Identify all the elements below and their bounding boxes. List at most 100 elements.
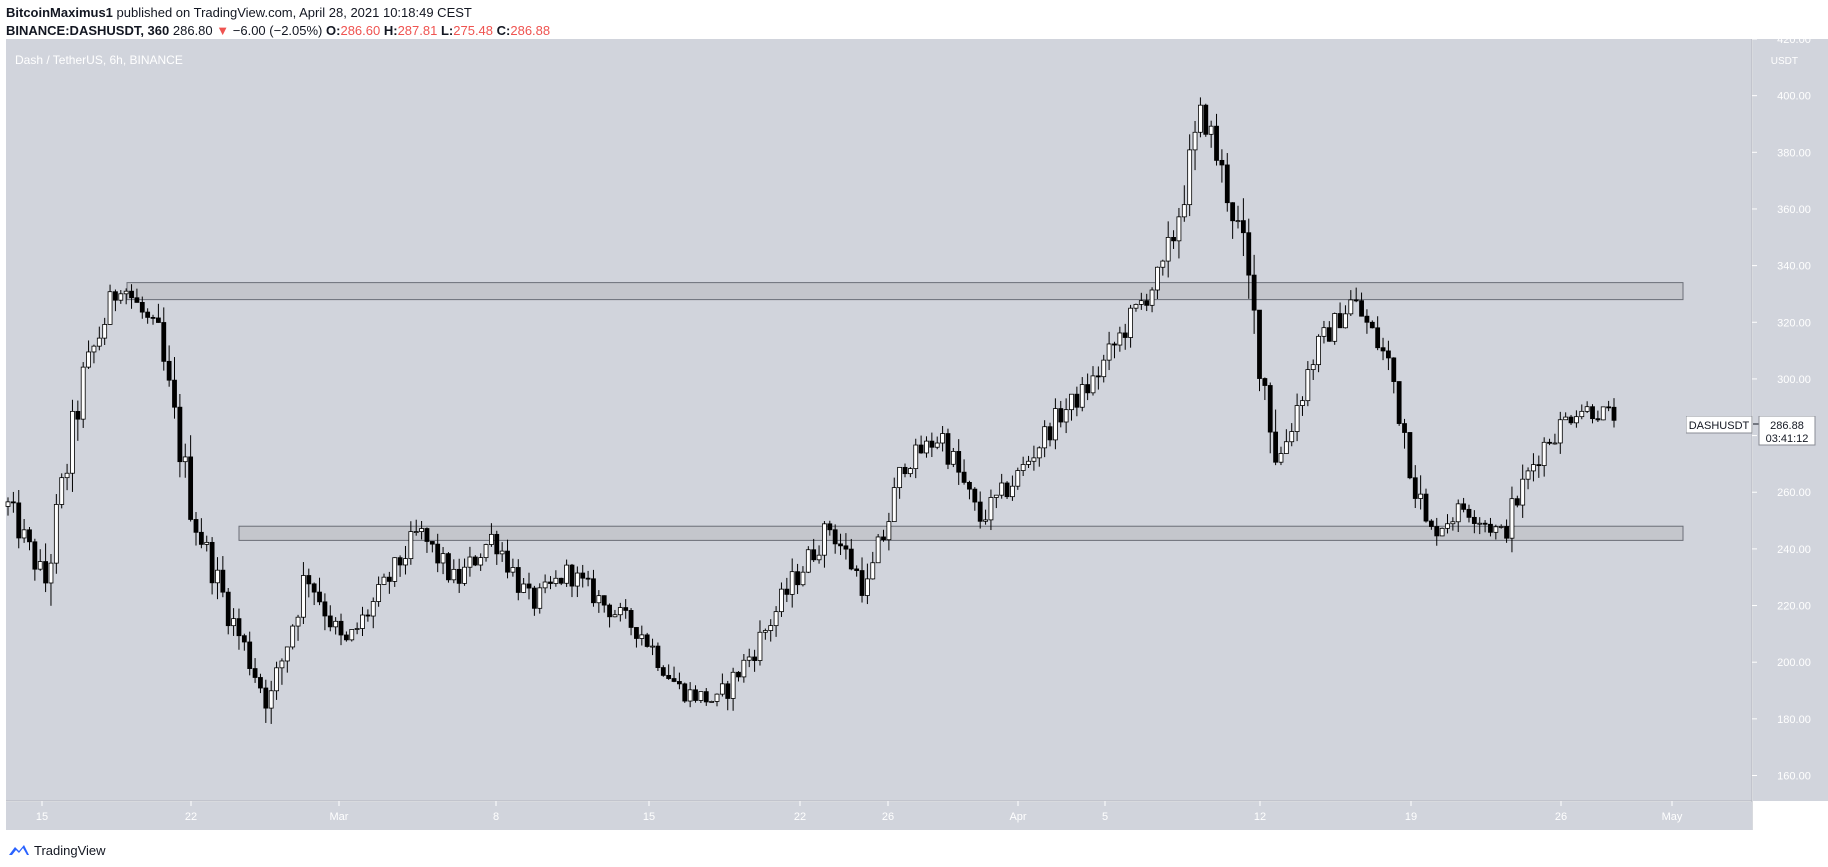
candle-body[interactable] <box>198 531 204 545</box>
candle-body[interactable] <box>37 561 43 570</box>
candle-body[interactable] <box>1149 289 1155 306</box>
candle-body[interactable] <box>875 536 881 564</box>
candle-body[interactable] <box>1069 393 1074 411</box>
candle-body[interactable] <box>650 645 655 648</box>
candle-body[interactable] <box>1112 343 1117 346</box>
candle-body[interactable] <box>489 533 494 545</box>
price-zone[interactable] <box>126 282 1684 301</box>
candle-body[interactable] <box>1257 309 1262 379</box>
candle-body[interactable] <box>1466 508 1472 518</box>
candle-body[interactable] <box>585 577 591 580</box>
candle-body[interactable] <box>451 568 457 581</box>
candle-body[interactable] <box>306 575 312 585</box>
candle-body[interactable] <box>333 620 339 628</box>
candle-body[interactable] <box>1020 464 1026 471</box>
candle-body[interactable] <box>940 433 945 444</box>
candle-body[interactable] <box>1386 350 1391 359</box>
candle-body[interactable] <box>811 549 817 561</box>
candle-body[interactable] <box>494 533 500 555</box>
candle-body[interactable] <box>1418 493 1424 499</box>
candle-body[interactable] <box>392 557 398 582</box>
candle-body[interactable] <box>150 316 156 319</box>
candle-body[interactable] <box>682 683 688 702</box>
candle-body[interactable] <box>1235 220 1241 223</box>
candle-body[interactable] <box>1428 520 1434 527</box>
candle-body[interactable] <box>1471 516 1477 524</box>
candle-body[interactable] <box>215 569 220 584</box>
candle-body[interactable] <box>1568 416 1574 424</box>
candle-body[interactable] <box>1477 522 1483 525</box>
candle-body[interactable] <box>1326 327 1332 342</box>
tradingview-footer[interactable]: TradingView <box>8 840 106 860</box>
candle-body[interactable] <box>107 291 113 325</box>
candle-body[interactable] <box>376 584 382 602</box>
candle-body[interactable] <box>177 406 183 463</box>
candle-body[interactable] <box>327 615 333 628</box>
candle-body[interactable] <box>145 311 151 318</box>
candle-body[interactable] <box>274 667 279 692</box>
candle-body[interactable] <box>596 595 602 604</box>
candle-body[interactable] <box>779 588 784 613</box>
candle-body[interactable] <box>1079 384 1085 408</box>
candle-body[interactable] <box>838 543 843 547</box>
candle-body[interactable] <box>419 528 424 532</box>
candle-body[interactable] <box>182 456 188 463</box>
candle-body[interactable] <box>370 601 376 617</box>
candle-body[interactable] <box>977 501 983 522</box>
candle-body[interactable] <box>279 660 285 669</box>
candle-body[interactable] <box>800 571 806 586</box>
candle-body[interactable] <box>64 472 70 479</box>
candle-body[interactable] <box>1590 406 1595 420</box>
candle-body[interactable] <box>988 497 994 521</box>
candle-body[interactable] <box>161 322 167 362</box>
candle-body[interactable] <box>510 567 516 573</box>
candle-body[interactable] <box>1359 300 1364 317</box>
candle-body[interactable] <box>96 337 102 347</box>
candle-body[interactable] <box>784 588 790 595</box>
candle-body[interactable] <box>1267 385 1273 433</box>
candle-body[interactable] <box>1380 347 1386 352</box>
candle-body[interactable] <box>483 544 489 559</box>
candle-body[interactable] <box>166 360 172 381</box>
candle-body[interactable] <box>639 634 645 639</box>
candle-body[interactable] <box>118 293 124 301</box>
candle-body[interactable] <box>499 550 505 555</box>
candle-body[interactable] <box>290 625 296 648</box>
candle-body[interactable] <box>397 557 403 566</box>
candle-body[interactable] <box>467 556 473 568</box>
candle-body[interactable] <box>1514 498 1520 506</box>
candle-body[interactable] <box>574 572 580 587</box>
candle-body[interactable] <box>768 625 774 631</box>
candle-body[interactable] <box>123 290 129 295</box>
candle-body[interactable] <box>1283 441 1289 454</box>
candle-body[interactable] <box>456 568 462 584</box>
candle-body[interactable] <box>1117 332 1123 346</box>
candle-body[interactable] <box>1531 464 1536 472</box>
candle-body[interactable] <box>580 572 586 579</box>
candle-body[interactable] <box>1010 485 1015 498</box>
candle-body[interactable] <box>1251 274 1257 311</box>
candle-body[interactable] <box>1273 431 1279 463</box>
candle-body[interactable] <box>295 616 301 627</box>
candle-body[interactable] <box>1343 313 1348 329</box>
candle-body[interactable] <box>1493 526 1499 533</box>
candle-body[interactable] <box>236 618 242 637</box>
candle-body[interactable] <box>1278 453 1284 463</box>
candle-body[interactable] <box>247 641 253 669</box>
candle-body[interactable] <box>1316 335 1321 366</box>
candle-body[interactable] <box>301 575 306 618</box>
candle-body[interactable] <box>1181 204 1187 218</box>
candle-body[interactable] <box>660 667 666 676</box>
candle-body[interactable] <box>338 620 344 636</box>
candle-body[interactable] <box>1509 498 1515 539</box>
candle-body[interactable] <box>1262 378 1268 386</box>
candle-body[interactable] <box>1504 526 1509 539</box>
candle-body[interactable] <box>687 689 693 702</box>
candle-body[interactable] <box>1579 410 1585 418</box>
candle-body[interactable] <box>1063 409 1069 423</box>
candle-body[interactable] <box>1305 369 1311 402</box>
candle-body[interactable] <box>736 671 741 678</box>
candle-body[interactable] <box>1198 104 1203 133</box>
candle-body[interactable] <box>531 587 537 609</box>
candle-body[interactable] <box>542 581 548 589</box>
